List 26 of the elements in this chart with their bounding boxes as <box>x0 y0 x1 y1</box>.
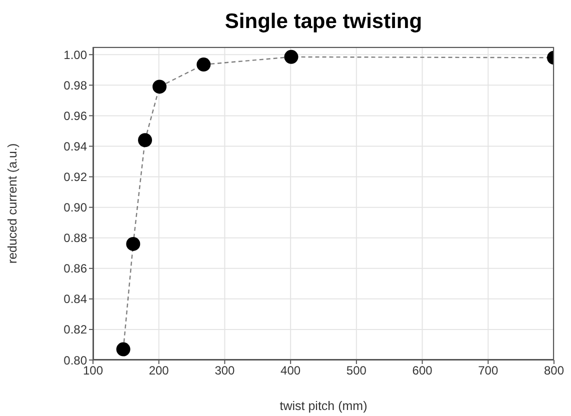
x-tick-label: 700 <box>478 364 498 378</box>
x-tick-label: 800 <box>544 364 564 378</box>
y-tick-label: 0.98 <box>64 78 88 92</box>
y-tick-label: 0.88 <box>64 231 88 246</box>
y-tick-label: 0.84 <box>64 292 88 306</box>
x-tick-label: 600 <box>412 364 433 378</box>
y-tick-label: 1.00 <box>64 48 88 62</box>
x-tick-label: 400 <box>280 364 301 378</box>
y-tick-label: 0.96 <box>64 108 88 123</box>
x-tick-label: 500 <box>346 364 367 378</box>
y-tick-label: 0.86 <box>64 262 88 276</box>
y-tick-label: 0.94 <box>64 140 88 154</box>
point <box>284 50 298 64</box>
y-axis-title: reduced current (a.u.) <box>5 143 20 264</box>
x-tick-label: 300 <box>214 364 236 378</box>
point <box>152 80 167 94</box>
chart-title: Single tape twisting <box>224 10 424 34</box>
y-tick-label: 0.82 <box>64 322 88 337</box>
x-axis-title: twist pitch (mm) <box>280 399 368 413</box>
point <box>116 342 130 356</box>
y-tick-label: 0.90 <box>64 200 88 215</box>
x-tick-label: 200 <box>148 364 170 378</box>
point <box>126 236 140 251</box>
point <box>138 133 152 148</box>
point <box>196 58 211 72</box>
y-tick-label: 0.92 <box>64 170 88 184</box>
